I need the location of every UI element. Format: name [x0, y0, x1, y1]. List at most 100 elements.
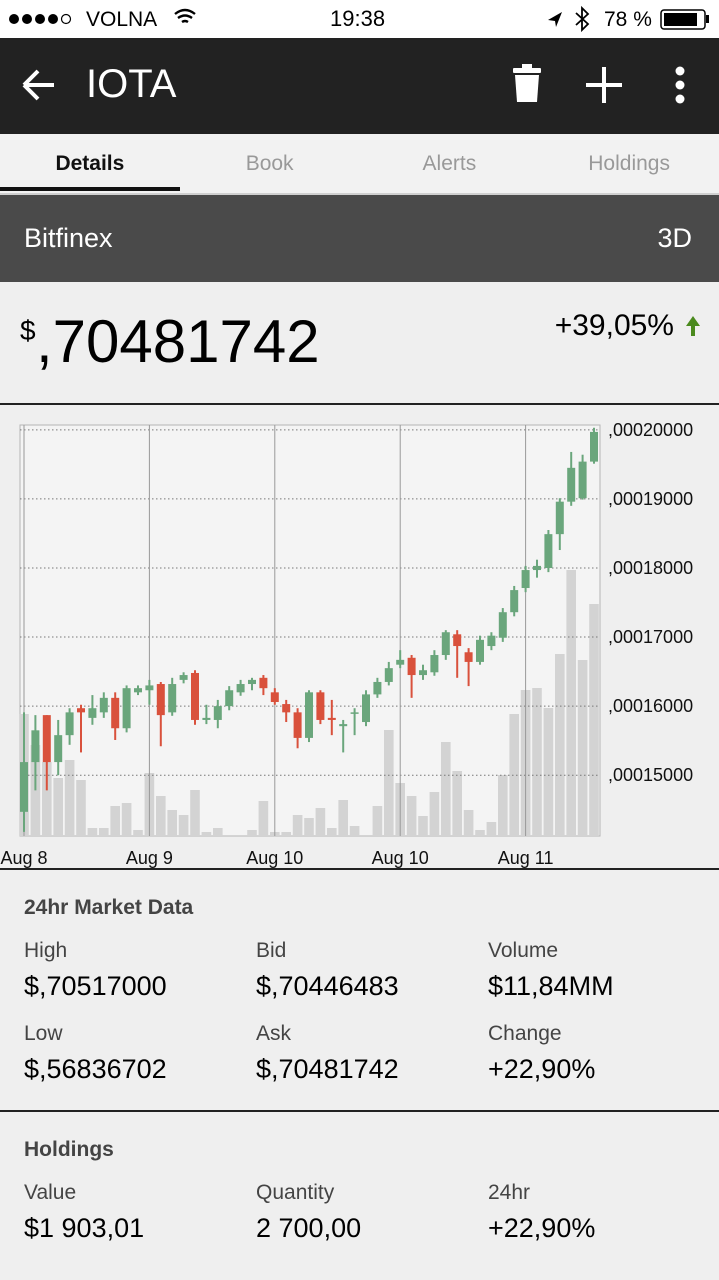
volume-bar: [110, 806, 120, 836]
volume-bar: [30, 745, 41, 836]
tab-indicator: [0, 187, 180, 191]
tab-bar: Details Book Alerts Holdings: [0, 134, 719, 195]
app-bar-icons: [22, 64, 685, 104]
volume-bar: [589, 604, 599, 836]
candle-body: [396, 659, 405, 665]
candle-body: [20, 762, 28, 812]
tab[interactable]: Book: [245, 152, 294, 175]
divider: [0, 1110, 719, 1112]
volume-bar: [349, 826, 360, 836]
volume-bar: [418, 816, 428, 836]
candle-body: [179, 675, 188, 680]
battery-level: 78 %: [604, 8, 652, 31]
volume-bar: [486, 822, 497, 836]
add-button[interactable]: [586, 67, 622, 103]
volume-bar: [281, 832, 291, 836]
volume-bar: [372, 806, 383, 836]
delete-button[interactable]: [513, 64, 541, 102]
volume-bar: [156, 796, 166, 836]
volume-bar: [338, 800, 348, 836]
y-tick-label: ,00018000: [608, 558, 693, 578]
back-button[interactable]: [22, 69, 54, 101]
volume-bar: [87, 828, 98, 836]
volume-bar: [167, 810, 177, 836]
candle-body: [430, 655, 439, 673]
tab[interactable]: Holdings: [588, 152, 670, 175]
y-tick-label: ,00020000: [608, 420, 693, 440]
tab[interactable]: Details: [55, 152, 125, 175]
candle-body: [544, 534, 553, 568]
candle-body: [567, 467, 576, 502]
y-tick-label: ,00019000: [608, 489, 693, 509]
info-value: +22,90%: [488, 1054, 596, 1084]
volume-bar: [213, 828, 223, 836]
candle-body: [42, 715, 51, 763]
candle-body: [134, 688, 142, 693]
y-tick-label: ,00017000: [608, 627, 693, 647]
volume-bar: [429, 792, 440, 836]
candle-body: [339, 724, 348, 727]
volume-bar: [99, 828, 109, 836]
info-value: 2 700,00: [256, 1213, 362, 1243]
candle-body: [578, 461, 587, 499]
candle-body: [419, 670, 427, 676]
candle-body: [31, 730, 40, 763]
y-tick-label: ,00015000: [608, 765, 693, 785]
x-tick-label: Aug 10: [372, 848, 429, 868]
candle-body: [350, 712, 359, 714]
time-range[interactable]: 3D: [657, 223, 692, 253]
volume-bar: [498, 775, 508, 836]
x-tick-label: Aug 11: [498, 848, 554, 868]
candle-body: [316, 692, 325, 720]
candle-body: [476, 639, 484, 662]
volume-bar: [121, 803, 132, 836]
menu-button[interactable]: [675, 66, 685, 104]
candle-body: [213, 706, 222, 720]
x-tick-label: Aug 9: [126, 848, 173, 868]
currency-symbol: $: [20, 315, 36, 346]
up-arrow-icon: [686, 316, 700, 336]
volume-bar: [201, 832, 212, 836]
candle-body: [191, 672, 199, 720]
info-label: Quantity: [256, 1181, 335, 1204]
x-tick-label: Aug 10: [246, 848, 303, 868]
volume-bar: [566, 570, 576, 836]
candle-body: [327, 717, 336, 720]
info-value: $11,84MM: [488, 971, 614, 1001]
candle-body: [384, 668, 393, 682]
volume-bar: [543, 708, 554, 836]
y-tick-label: ,00016000: [608, 696, 693, 716]
candle-body: [510, 590, 519, 613]
candle-body: [145, 685, 154, 691]
candle-body: [590, 431, 598, 462]
tab[interactable]: Alerts: [422, 152, 477, 175]
candle-body: [407, 657, 416, 676]
divider: [0, 868, 719, 870]
volume-bar: [190, 790, 200, 836]
candle-body: [88, 708, 97, 718]
exchange-bar[interactable]: [0, 195, 719, 282]
candle-body: [293, 712, 302, 738]
volume-bar: [452, 771, 462, 836]
info-value: $,56836702: [24, 1054, 167, 1084]
candle-body: [248, 679, 256, 685]
candle-body: [99, 697, 108, 713]
volume-bar: [178, 815, 189, 836]
candle-body: [65, 712, 74, 736]
candle-body: [122, 688, 131, 729]
candle-body: [54, 735, 63, 763]
info-value: $,70481742: [256, 1054, 399, 1084]
volume-bar: [406, 796, 417, 836]
volume-bar: [441, 742, 451, 836]
candle-body: [555, 501, 564, 535]
price-value: ,70481742: [36, 308, 320, 375]
volume-bar: [258, 801, 269, 836]
volume-bar: [42, 762, 52, 836]
info-value: $1 903,01: [24, 1213, 145, 1243]
candle-body: [77, 708, 85, 713]
info-label: Low: [24, 1022, 63, 1045]
status-icons: [9, 5, 709, 33]
carrier: VOLNA: [86, 8, 158, 31]
